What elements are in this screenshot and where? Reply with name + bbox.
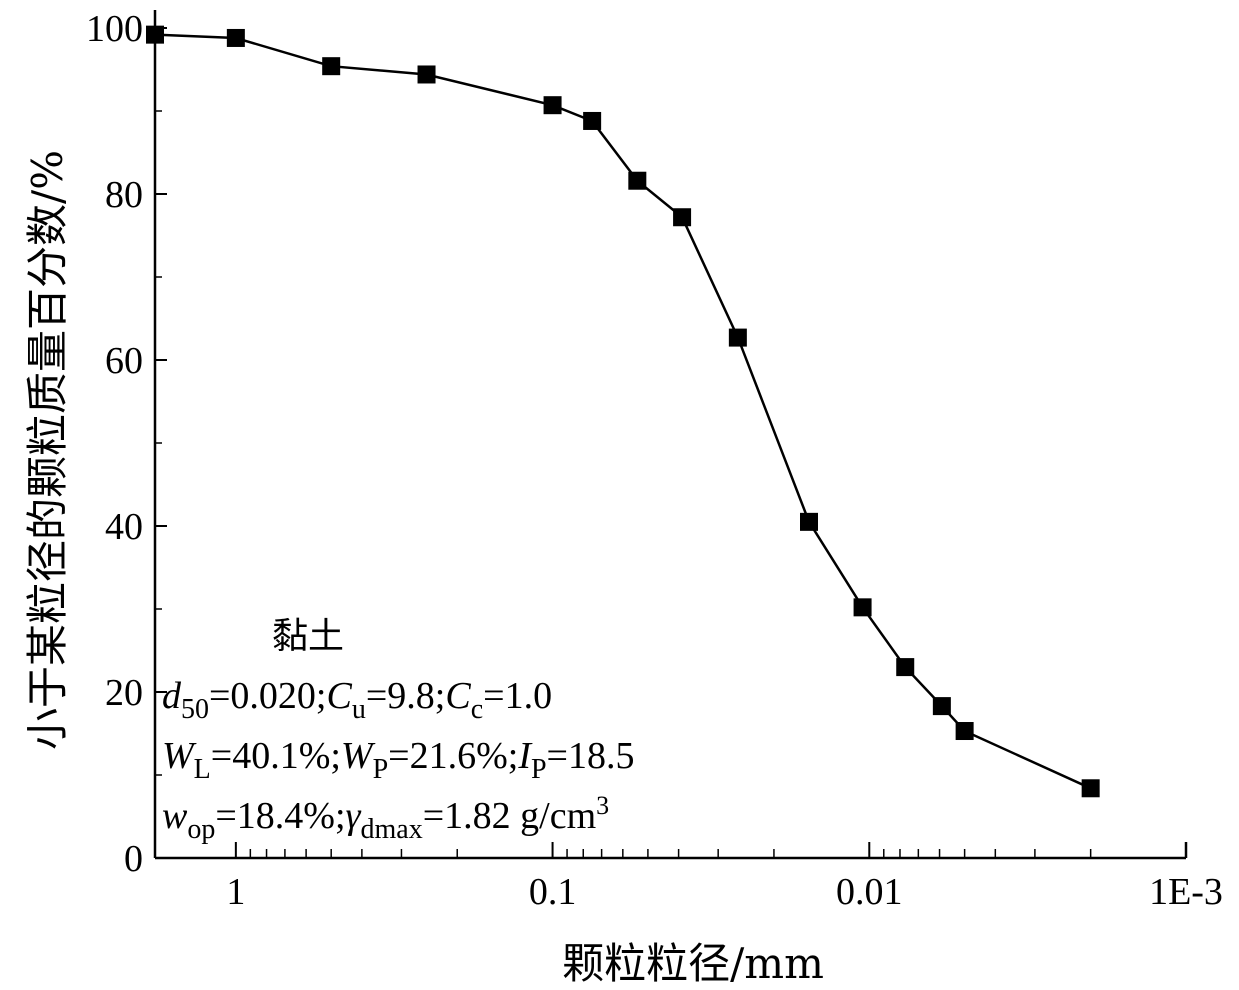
x-tick-label: 0.01 <box>836 871 903 913</box>
y-axis-title: 小于某粒径的颗粒质量百分数/% <box>23 150 72 750</box>
annotation-title: 黏土 <box>272 616 344 657</box>
data-point <box>673 208 692 227</box>
x-tick-label: 1E-3 <box>1149 871 1223 913</box>
data-point <box>728 328 747 347</box>
data-point <box>853 598 872 617</box>
data-point <box>800 512 819 531</box>
soil-annotation: 黏土 d50=0.020;Cu=9.8;Cc=1.0 WL=40.1%;WP=2… <box>162 616 634 845</box>
annotation-line-2: WL=40.1%;WP=21.6%;IP=18.5 <box>162 735 634 785</box>
x-tick-label: 0.1 <box>529 871 577 913</box>
x-axis-title: 颗粒粒径/mm <box>562 939 824 988</box>
data-point <box>146 25 164 44</box>
annotation-line-1: d50=0.020;Cu=9.8;Cc=1.0 <box>162 675 552 725</box>
y-tick-label: 60 <box>105 340 143 382</box>
y-tick-label: 80 <box>105 174 143 216</box>
data-point <box>1081 779 1100 798</box>
axis-ticks <box>155 27 1187 859</box>
data-point <box>417 65 436 84</box>
y-tick-label: 40 <box>105 506 143 548</box>
data-point <box>322 57 341 76</box>
axes <box>153 10 1188 860</box>
data-point <box>955 722 974 741</box>
data-point <box>543 96 562 115</box>
tick-labels: 0 20 40 60 80 100 1 0.1 0.01 1E-3 <box>86 8 1223 913</box>
data-series <box>146 25 1100 798</box>
x-tick-label: 1 <box>226 871 245 913</box>
data-point <box>628 171 647 190</box>
y-tick-label: 20 <box>105 672 143 714</box>
y-tick-label: 0 <box>124 838 143 880</box>
data-point <box>583 111 602 130</box>
annotation-line-3: wop=18.4%;γdmax=1.82 g/cm3 <box>162 791 609 845</box>
y-tick-label: 100 <box>86 8 143 50</box>
data-point <box>226 28 245 47</box>
data-point <box>896 658 915 677</box>
data-point <box>932 697 951 716</box>
